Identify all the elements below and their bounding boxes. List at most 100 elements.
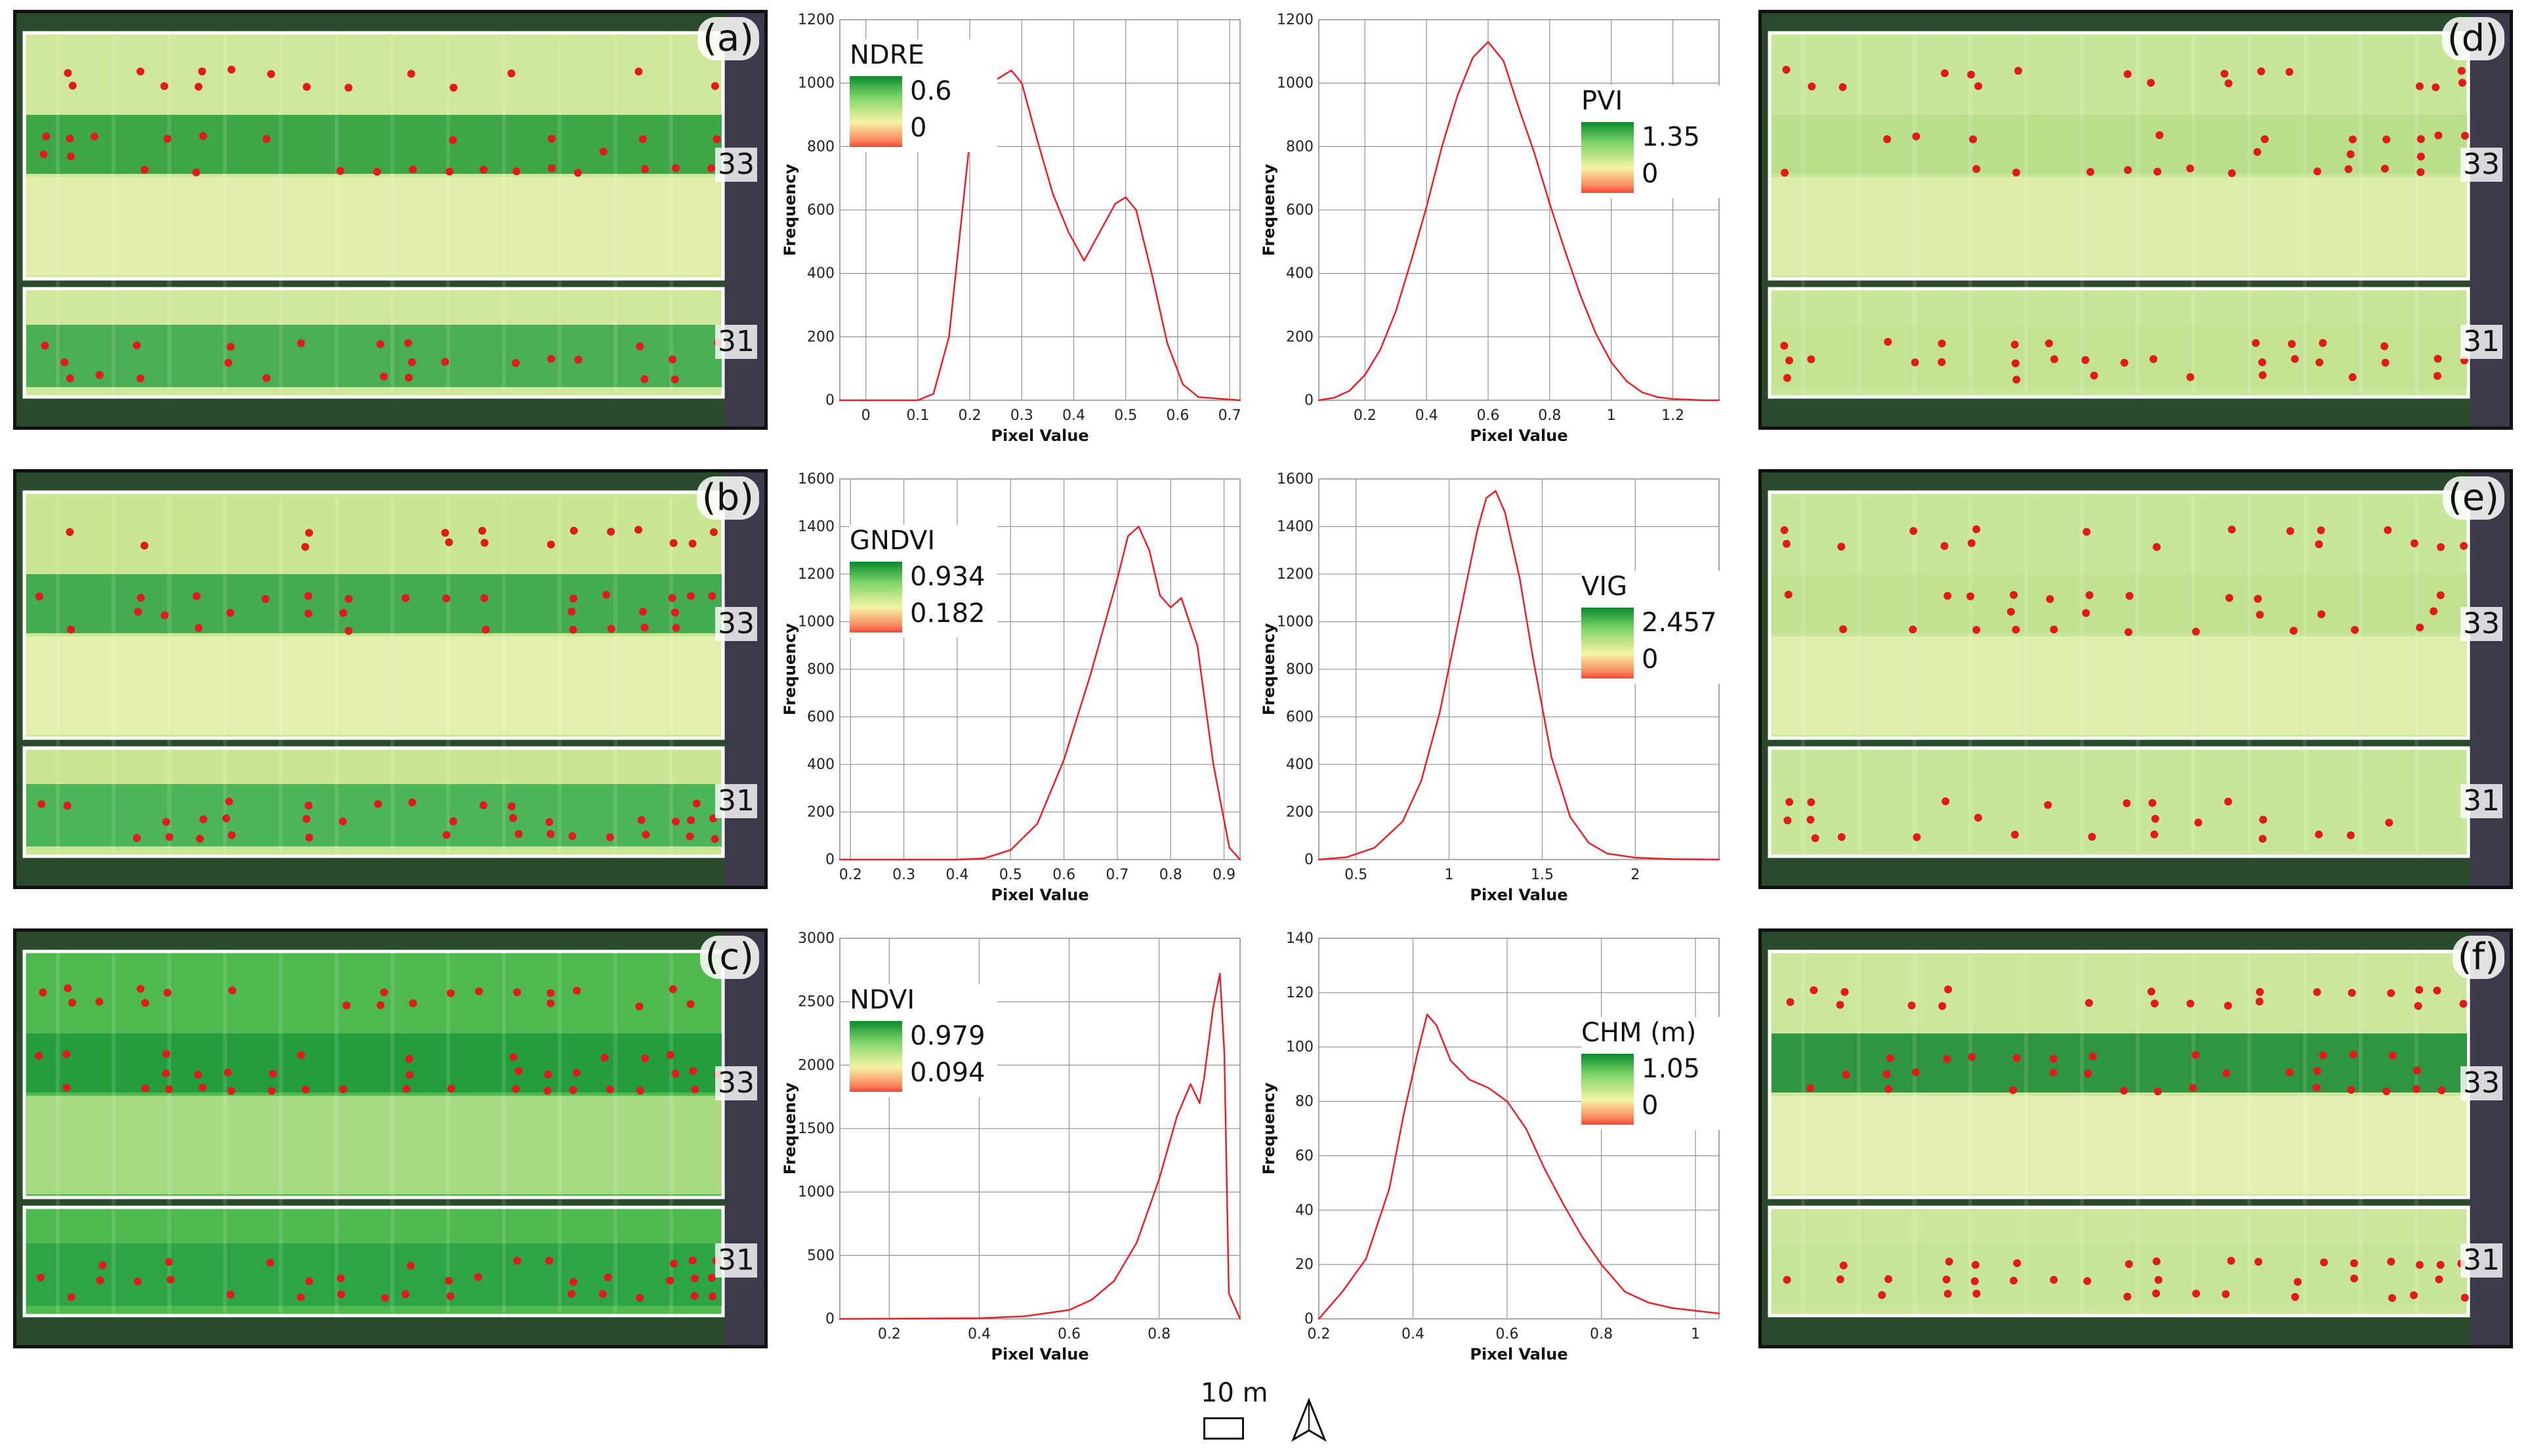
data-point	[1113, 1279, 1115, 1282]
sample-point	[2460, 131, 2469, 140]
data-point	[1180, 597, 1182, 599]
data-point	[1503, 60, 1504, 62]
data-point	[1562, 1203, 1565, 1206]
sample-point	[1913, 833, 1921, 841]
map-image-a	[16, 13, 764, 426]
sample-point	[2433, 371, 2441, 380]
sample-point	[36, 1273, 45, 1281]
sample-point	[2388, 1051, 2397, 1060]
data-point	[1456, 94, 1459, 97]
data-point	[1317, 858, 1320, 861]
sample-point	[133, 1278, 142, 1286]
sample-point	[165, 1085, 173, 1093]
sample-point	[444, 1276, 453, 1285]
plot-pvi: 0.2 0.4 0.6 0.8 1 1.2 0 200 400 600 800 1000 1200 Pix…	[1260, 12, 1720, 445]
x-tick-label: 0	[861, 407, 871, 424]
sample-point	[2125, 1260, 2133, 1268]
sample-point	[692, 799, 701, 808]
data-point	[1672, 398, 1674, 400]
data-point	[1151, 272, 1153, 274]
data-point	[1548, 203, 1551, 205]
sample-point	[405, 1071, 414, 1079]
y-tick-label: 200	[1286, 804, 1314, 821]
y-tick-label: 20	[1295, 1257, 1314, 1273]
y-tick-label: 600	[1286, 709, 1314, 726]
sample-point	[606, 833, 614, 842]
legend-title: VIG	[1581, 572, 1628, 602]
sample-point	[304, 592, 312, 600]
data-point	[1441, 146, 1443, 148]
sample-point	[1974, 814, 1982, 822]
sample-point	[402, 1085, 411, 1093]
sample-point	[2256, 610, 2264, 619]
sample-point	[199, 132, 207, 140]
data-point	[1098, 231, 1101, 234]
sample-point	[709, 528, 718, 537]
sample-point	[449, 817, 457, 825]
sample-point	[167, 1276, 175, 1284]
sample-point	[408, 798, 417, 806]
data-point	[1090, 1299, 1093, 1301]
legend-color-ramp	[850, 562, 902, 633]
sample-point	[2385, 818, 2394, 827]
y-tick-label: 800	[1286, 138, 1314, 155]
sample-point	[2458, 79, 2466, 87]
sample-point	[1884, 1085, 1893, 1093]
sample-point	[141, 1084, 150, 1092]
sample-point	[1911, 358, 1919, 367]
panel-label: (a)	[697, 17, 759, 60]
sample-point	[1786, 998, 1794, 1007]
sample-point	[2225, 594, 2233, 602]
sample-point	[1941, 69, 1949, 77]
data-point	[1569, 816, 1571, 818]
sample-point	[1839, 625, 1848, 634]
legend-pvi: PVI 1.35 0	[1581, 85, 1729, 198]
sample-point	[642, 830, 650, 839]
data-point	[1228, 846, 1230, 849]
y-tick-label: 1600	[1277, 472, 1314, 488]
data-point	[1595, 333, 1597, 335]
legend-title: GNDVI	[850, 526, 936, 556]
sample-point	[2434, 354, 2442, 363]
sample-point	[2222, 1069, 2231, 1077]
sample-point	[671, 1070, 680, 1078]
sample-point	[686, 592, 695, 600]
data-point	[1158, 1178, 1160, 1180]
histogram-chm: 0.2 0.4 0.6 0.8 1 0 20 40 60 80 100 120 140 Pixel Val…	[1260, 930, 1732, 1365]
sample-point	[1945, 1257, 1953, 1266]
legend-title: NDRE	[850, 40, 924, 70]
data-point	[1671, 1307, 1673, 1309]
sample-point	[227, 66, 236, 74]
data-point	[1439, 711, 1441, 713]
sample-point	[2346, 831, 2355, 839]
sample-point	[442, 594, 451, 603]
sample-point	[66, 374, 74, 383]
sample-point	[512, 1085, 520, 1093]
data-point	[1228, 1293, 1230, 1295]
y-tick-label: 0	[1304, 852, 1314, 868]
field-row-label: 33	[715, 607, 757, 641]
sample-point	[1943, 592, 1952, 600]
data-point	[1506, 1100, 1508, 1102]
sample-point	[1909, 527, 1918, 535]
sample-point	[1972, 165, 1981, 173]
sample-point	[98, 1261, 107, 1270]
sample-point	[1967, 70, 1976, 79]
sample-point	[302, 83, 311, 91]
y-tick-label: 1200	[798, 566, 835, 583]
sample-point	[691, 1085, 699, 1094]
sample-point	[41, 341, 49, 350]
sample-point	[547, 354, 556, 363]
sample-point	[337, 1274, 345, 1283]
y-tick-label: 600	[807, 202, 835, 218]
sample-point	[2125, 628, 2133, 636]
sample-point	[2155, 131, 2164, 140]
data-point	[1504, 511, 1506, 513]
y-tick-label: 2500	[798, 994, 835, 1010]
plot-chm: 0.2 0.4 0.6 0.8 1 0 20 40 60 80 100 120 140 Pixel Val…	[1260, 930, 1720, 1363]
sample-point	[449, 136, 457, 144]
sample-point	[544, 1070, 552, 1079]
map-panel-e: (e) 33 31	[1758, 469, 2513, 889]
sample-point	[688, 1257, 697, 1265]
sample-point	[441, 358, 449, 366]
